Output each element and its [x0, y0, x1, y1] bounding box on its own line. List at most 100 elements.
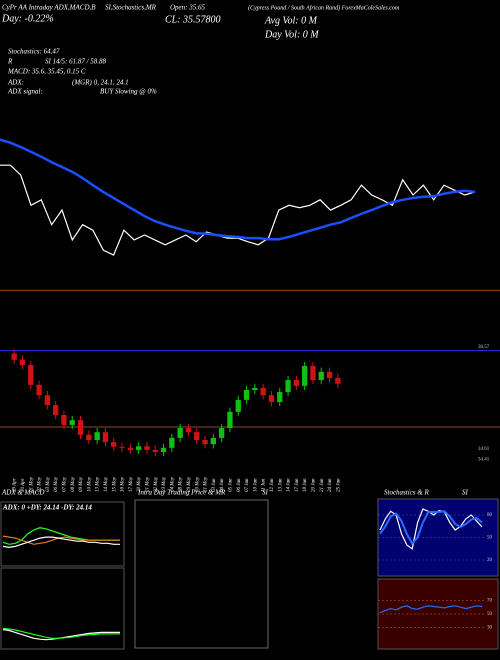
candle-body [86, 434, 92, 440]
x-tick-label: 18 Jun [303, 478, 308, 492]
intraday-frame [134, 499, 269, 649]
series-line [379, 510, 483, 546]
x-tick-label: 21 Jun [320, 478, 325, 492]
x-tick-label: 31 May [204, 476, 209, 492]
candle-body [169, 437, 175, 448]
header-text: MACD: 35.6, 35.45, 0.15 C [7, 68, 86, 76]
candle-body [77, 420, 84, 435]
candle-body [52, 405, 59, 415]
x-tick-label: 28 May [179, 476, 184, 492]
candle-body [268, 395, 275, 402]
candle-body [335, 378, 341, 384]
candle-body [260, 387, 266, 396]
panel-title: Intra Day Trading Price & MR [137, 489, 226, 497]
candle-body [326, 371, 333, 379]
x-tick-label: 07 Jun [245, 478, 250, 492]
header-text: Open: 35.65 [170, 4, 205, 12]
x-tick-label: 15 May [112, 476, 117, 492]
x-tick-label: 30 Apr [21, 478, 26, 492]
x-tick-label: 13 Jun [278, 478, 283, 492]
header-text: CL: 35.57800 [165, 14, 221, 25]
candle-body [127, 447, 134, 450]
x-tick-label: 17 May [129, 476, 134, 492]
series-line [2, 535, 120, 545]
candle-body [301, 366, 308, 386]
candle-body [202, 440, 208, 445]
series-line [0, 164, 476, 256]
header-text: BUY Slowing @ 0% [100, 88, 157, 96]
y-tick-label: 30 [487, 626, 493, 631]
header-text: R [7, 58, 13, 66]
panel-subtitle: ADX: 0 +DY: 24.14 -DY: 24.14 [2, 504, 92, 512]
x-tick-label: 09 May [79, 476, 84, 492]
x-tick-label: 04 Jun [220, 478, 225, 492]
x-tick-label: 03 May [46, 476, 51, 492]
x-tick-label: 05 Jun [228, 478, 233, 492]
header-text: (Cypress Pound / South African Rand) For… [248, 4, 400, 11]
candle-body [44, 395, 51, 406]
x-tick-label: 23 May [162, 476, 167, 492]
candle-body [218, 428, 225, 438]
x-tick-label: 07 May [62, 476, 67, 492]
series-line [2, 527, 120, 545]
header-text: Day Vol: 0 M [264, 29, 319, 40]
x-tick-label: 20 May [137, 476, 142, 492]
candle-body [210, 437, 217, 445]
x-tick-label: 29 Apr [13, 478, 18, 492]
x-tick-label: 24 May [170, 476, 175, 492]
candle-body [152, 449, 158, 452]
header-text: (MGR) 0, 24.1, 24.1 [72, 79, 129, 87]
x-tick-label: 24 Jun [328, 478, 333, 492]
series-line [0, 138, 476, 241]
y-tick-label: 36.57 [478, 345, 490, 350]
header-text: Day: -0.22% [1, 13, 54, 24]
candle-body [227, 411, 233, 429]
y-tick-label: 70 [487, 599, 493, 604]
header-text: ADX: [7, 79, 24, 87]
header-text: Stochastics: 64.47 [8, 48, 60, 56]
candle-body [36, 384, 42, 396]
x-tick-label: 20 Jun [311, 478, 316, 492]
x-tick-label: 14 May [104, 476, 109, 492]
x-tick-label: 17 Jun [295, 478, 300, 492]
candle-body [144, 446, 150, 450]
y-tick-label: 20 [487, 558, 493, 563]
x-tick-label: 06 Jun [237, 478, 242, 492]
candle-body [69, 420, 75, 425]
candle-body [277, 392, 283, 402]
x-tick-label: 14 Jun [287, 478, 292, 492]
candle-body [185, 428, 192, 433]
candle-body [11, 353, 17, 360]
candle-body [177, 428, 183, 438]
candle-body [293, 380, 300, 386]
header-text: CyPr AA Intraday ADX,MACD,B [2, 4, 96, 12]
x-tick-label: 03 Jun [212, 478, 217, 492]
x-tick-label: 12 Jun [270, 478, 275, 492]
x-tick-label: 30 May [195, 476, 200, 492]
y-tick-label: 80 [487, 513, 493, 518]
panel-title: Stochastics & R [384, 489, 429, 497]
panel-title: SI [262, 489, 269, 497]
candle-body [94, 432, 100, 440]
panel-title: SI [462, 489, 469, 497]
x-tick-label: 11 Jun [262, 478, 267, 492]
series-line [379, 605, 483, 614]
candle-body [61, 415, 67, 425]
x-tick-label: 10 May [87, 476, 92, 492]
header-text: ADX signal: [7, 88, 43, 96]
header-text: SI,Stochastics,MR [105, 4, 157, 12]
candle-body [285, 380, 291, 393]
x-tick-label: 16 May [121, 476, 126, 492]
x-tick-label: 08 May [71, 476, 76, 492]
candle-body [28, 365, 34, 385]
candle-body [102, 432, 109, 443]
x-tick-label: 21 May [145, 476, 150, 492]
candle-body [119, 446, 125, 448]
candle-body [160, 447, 167, 452]
candle-body [135, 446, 142, 450]
x-tick-label: 29 May [187, 476, 192, 492]
series-line [379, 508, 483, 550]
candle-body [111, 442, 117, 447]
series-line [2, 627, 120, 639]
